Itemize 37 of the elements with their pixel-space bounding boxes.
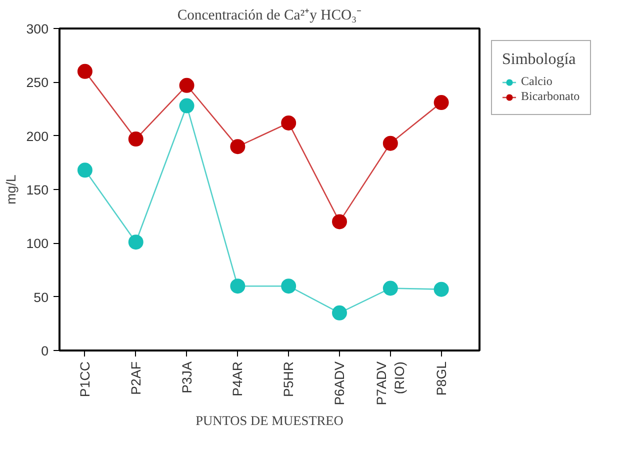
legend-label: Calcio (521, 74, 552, 89)
point (332, 305, 347, 320)
y-tick-label: 150 (26, 182, 49, 198)
point (382, 136, 398, 151)
y-tick-label: 100 (26, 236, 49, 252)
point (230, 139, 246, 154)
point (230, 278, 246, 294)
y-tick-label: 0 (41, 344, 49, 358)
legend-label: Bicarbonato (521, 89, 580, 104)
point (128, 132, 144, 147)
point (332, 214, 347, 230)
x-tick-label: P3JA (179, 361, 194, 394)
x-axis-title: PUNTOS DE MUESTREO (196, 413, 344, 428)
point (434, 95, 449, 110)
point (434, 282, 449, 297)
y-axis-title: mg/L (3, 174, 18, 204)
legend-title: Simbología (502, 51, 577, 69)
y-tick-label: 300 (26, 22, 49, 36)
x-tick-label: P5HR (281, 361, 296, 398)
point (382, 280, 398, 296)
point (77, 64, 92, 79)
y-tick-label: 200 (26, 128, 49, 144)
point (77, 162, 92, 178)
x-tick-label: P1CC (77, 361, 92, 398)
x-tick-label: P8GL (434, 361, 449, 396)
chart-title: Concentración de Ca²⁺y HCO₃⁻ (177, 8, 362, 24)
x-tick-label: P7ADV (RIO) (374, 361, 407, 406)
x-tick-label: P4AR (230, 361, 246, 396)
x-tick-label: P2AF (128, 361, 144, 395)
point (281, 115, 296, 130)
x-tick-label: P6ADV (332, 361, 347, 406)
point (179, 98, 194, 114)
point (128, 234, 144, 250)
y-tick-label: 250 (26, 75, 49, 90)
point (281, 278, 296, 294)
y-tick-label: 50 (34, 290, 49, 305)
point (179, 78, 194, 93)
